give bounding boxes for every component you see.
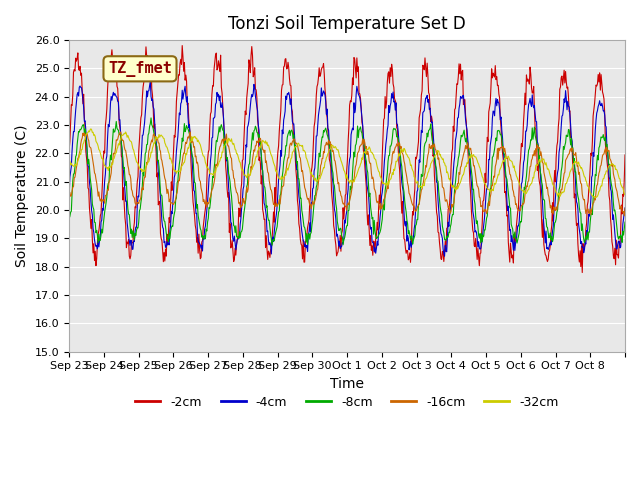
-4cm (405, 247, 413, 252)
-32cm (591, 195, 599, 201)
Title: Tonzi Soil Temperature Set D: Tonzi Soil Temperature Set D (228, 15, 466, 33)
-4cm (65, 194, 73, 200)
Legend: -2cm, -4cm, -8cm, -16cm, -32cm: -2cm, -4cm, -8cm, -16cm, -32cm (131, 391, 564, 414)
-8cm (437, 208, 445, 214)
-4cm (441, 253, 449, 259)
-32cm (621, 192, 629, 198)
Y-axis label: Soil Temperature (C): Soil Temperature (C) (15, 125, 29, 267)
-4cm (436, 223, 444, 228)
-16cm (621, 205, 629, 211)
-8cm (131, 237, 138, 243)
Line: -8cm: -8cm (69, 118, 625, 245)
-32cm (131, 153, 139, 159)
-2cm (131, 220, 138, 226)
-16cm (620, 213, 628, 219)
-32cm (436, 151, 444, 157)
Line: -4cm: -4cm (69, 81, 625, 256)
-2cm (621, 152, 629, 158)
Line: -2cm: -2cm (69, 46, 625, 273)
-2cm (579, 270, 586, 276)
-2cm (234, 236, 241, 242)
-32cm (261, 140, 269, 146)
-4cm (131, 239, 138, 244)
-4cm (621, 205, 629, 211)
-8cm (283, 143, 291, 149)
-8cm (621, 219, 629, 225)
Line: -16cm: -16cm (69, 132, 625, 216)
X-axis label: Time: Time (330, 377, 364, 391)
-8cm (234, 234, 241, 240)
-2cm (179, 43, 186, 48)
-8cm (406, 232, 413, 238)
-8cm (261, 184, 269, 190)
-8cm (268, 242, 276, 248)
-32cm (65, 158, 73, 164)
-4cm (147, 78, 154, 84)
-32cm (282, 172, 290, 178)
-16cm (234, 190, 241, 196)
-16cm (282, 168, 290, 174)
-4cm (234, 237, 241, 243)
-16cm (436, 166, 444, 172)
-2cm (261, 216, 269, 222)
Text: TZ_fmet: TZ_fmet (108, 61, 172, 77)
-2cm (405, 255, 413, 261)
-32cm (405, 155, 413, 161)
-16cm (131, 200, 139, 206)
-4cm (261, 203, 269, 208)
-32cm (234, 151, 241, 156)
-16cm (65, 193, 73, 199)
-2cm (436, 247, 444, 252)
-2cm (282, 56, 290, 61)
-16cm (405, 191, 413, 196)
-8cm (65, 216, 73, 221)
-2cm (65, 147, 73, 153)
-16cm (261, 147, 269, 153)
-16cm (116, 129, 124, 135)
Line: -32cm: -32cm (69, 129, 625, 198)
-32cm (87, 126, 95, 132)
-8cm (147, 115, 155, 121)
-4cm (282, 93, 290, 99)
